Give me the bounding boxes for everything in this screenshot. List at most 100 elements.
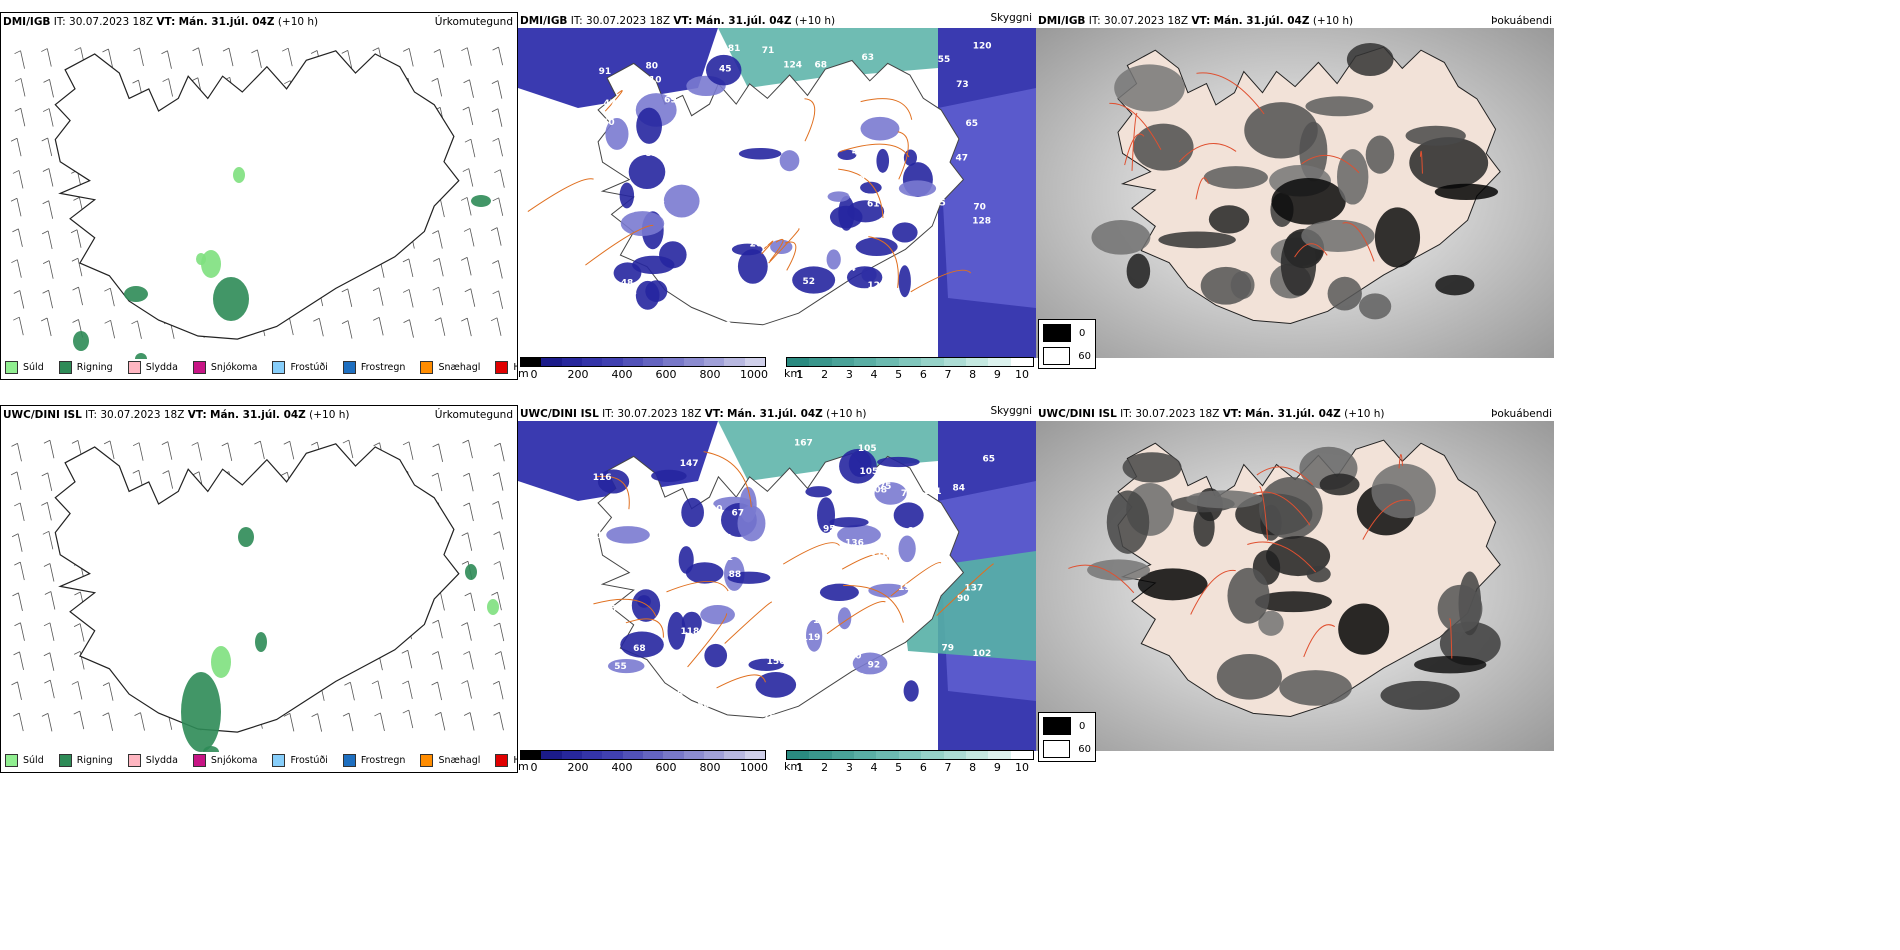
precip-type-panel: UWC/DINI ISL IT: 30.07.2023 18Z VT: Mán.… xyxy=(0,405,518,773)
wind-barb xyxy=(41,472,53,491)
wind-barb xyxy=(43,439,55,459)
road xyxy=(1178,143,1237,163)
colorbar-tick: 4 xyxy=(870,761,878,774)
legend-label: Haglél xyxy=(513,362,517,373)
road xyxy=(1190,570,1236,615)
colorbar-tick: 8 xyxy=(969,368,977,381)
visibility-value: 148 xyxy=(646,200,665,210)
low-vis-area xyxy=(705,54,742,86)
visibility-value: 132 xyxy=(719,327,738,337)
colorbar-tick: 800 xyxy=(699,761,721,774)
visibility-value: 128 xyxy=(972,216,991,226)
legend-swatch xyxy=(420,360,434,374)
visibility-value: 62 xyxy=(668,153,681,163)
fog-area xyxy=(1371,463,1436,519)
colorbar-swatch xyxy=(988,358,1011,366)
panel-title: DMI/IGB IT: 30.07.2023 18Z VT: Mán. 31.j… xyxy=(520,15,836,27)
wind-barb xyxy=(71,681,83,700)
low-vis-area xyxy=(805,619,823,652)
legend-label: Slydda xyxy=(145,754,178,766)
visibility-value: 114 xyxy=(713,672,732,682)
low-vis-area xyxy=(826,249,841,270)
road xyxy=(838,168,884,218)
colorbar-swatch xyxy=(921,751,944,759)
low-vis-area xyxy=(518,28,718,108)
road xyxy=(782,542,840,565)
valid-time: Mán. 31.júl. 04Z xyxy=(178,16,275,28)
wind-barb xyxy=(463,651,474,670)
wind-barb xyxy=(41,137,53,157)
wind-barb xyxy=(462,106,474,126)
colorbar-swatch xyxy=(521,751,542,759)
low-vis-area xyxy=(651,469,687,482)
low-vis-area xyxy=(805,486,832,498)
fog-area xyxy=(1365,135,1395,174)
legend-label: Frostregn xyxy=(360,754,406,766)
visibility-value: 66 xyxy=(902,306,915,316)
low-vis-area xyxy=(681,497,704,528)
visibility-value: 85 xyxy=(786,173,799,183)
fog-area xyxy=(1087,559,1151,581)
wind-barb xyxy=(341,320,353,339)
visibility-value: 103 xyxy=(688,483,707,493)
legend-swatch xyxy=(420,753,434,767)
wind-barb xyxy=(13,712,24,732)
legend-swatch xyxy=(342,360,356,374)
fog-legend-label: 0 xyxy=(1079,327,1086,339)
fog-area xyxy=(1380,680,1460,710)
visibility-value: 68 xyxy=(907,526,920,536)
colorbar-swatch xyxy=(965,751,989,759)
wind-barb xyxy=(432,651,443,670)
wind-barb xyxy=(431,681,443,701)
visibility-value: 47 xyxy=(672,158,685,168)
visibility-value: 137 xyxy=(712,534,731,544)
visibility-value: 118 xyxy=(681,627,700,637)
wind-barb xyxy=(14,107,26,127)
low-vis-area xyxy=(685,562,724,584)
low-vis-area xyxy=(837,524,881,546)
road xyxy=(768,228,800,264)
wind-barb xyxy=(492,137,503,157)
fog-legend-item: 60 xyxy=(1043,739,1091,759)
fog-area xyxy=(1437,584,1483,633)
colorbar-labels: 0 200 400 600 800 1000 xyxy=(520,761,769,775)
visibility-value: 91 xyxy=(599,67,612,77)
wind-barb xyxy=(43,622,55,641)
low-vis-area xyxy=(637,595,651,608)
lead-time: (+10 h) xyxy=(1312,15,1354,27)
colorbar-tick: 6 xyxy=(919,368,927,381)
colorbar-tick: 1 xyxy=(796,761,804,774)
wind-barb xyxy=(161,441,173,460)
colorbar-tick: 10 xyxy=(1015,368,1029,381)
wind-barb xyxy=(43,563,55,582)
wind-barb xyxy=(13,651,24,670)
wind-barb xyxy=(372,287,384,306)
precip-area xyxy=(238,527,254,547)
legend-item: Slydda xyxy=(127,753,178,767)
visibility-value: 80 xyxy=(645,61,658,71)
fog-area xyxy=(1405,125,1466,146)
wind-barb xyxy=(102,682,114,701)
wind-barb xyxy=(282,47,293,67)
fog-area xyxy=(1327,276,1362,311)
wind-barb xyxy=(161,50,172,69)
visibility-value: 57 xyxy=(810,313,823,323)
wind-barb xyxy=(191,442,203,461)
precip-map xyxy=(10,439,506,752)
visibility-value: 101 xyxy=(714,553,733,563)
colorbar-tick: 0 xyxy=(530,761,538,774)
visibility-value: 89 xyxy=(773,616,786,626)
precip-type-panel: DMI/IGB IT: 30.07.2023 18Z VT: Mán. 31.j… xyxy=(0,12,518,380)
wind-barb xyxy=(134,712,145,731)
road xyxy=(1247,541,1317,573)
fog-legend: 0 60 xyxy=(1038,319,1096,369)
wind-barb xyxy=(102,48,113,68)
visibility-value: 84 xyxy=(953,483,966,493)
legend-label: Snjókoma xyxy=(210,361,258,373)
legend-swatch xyxy=(342,753,356,767)
visibility-map: 200 174 95 146 148 48 62 63 65 47 52 110 128 484 47 48 5… xyxy=(518,28,1036,358)
colorbar-tick: 1000 xyxy=(740,761,768,774)
colorbar-tick: 4 xyxy=(870,368,878,381)
precip-legend: Súld Rigning Slydda Snjókoma Frostúði Frostre… xyxy=(5,752,517,768)
visibility-value: 61 xyxy=(767,198,780,208)
